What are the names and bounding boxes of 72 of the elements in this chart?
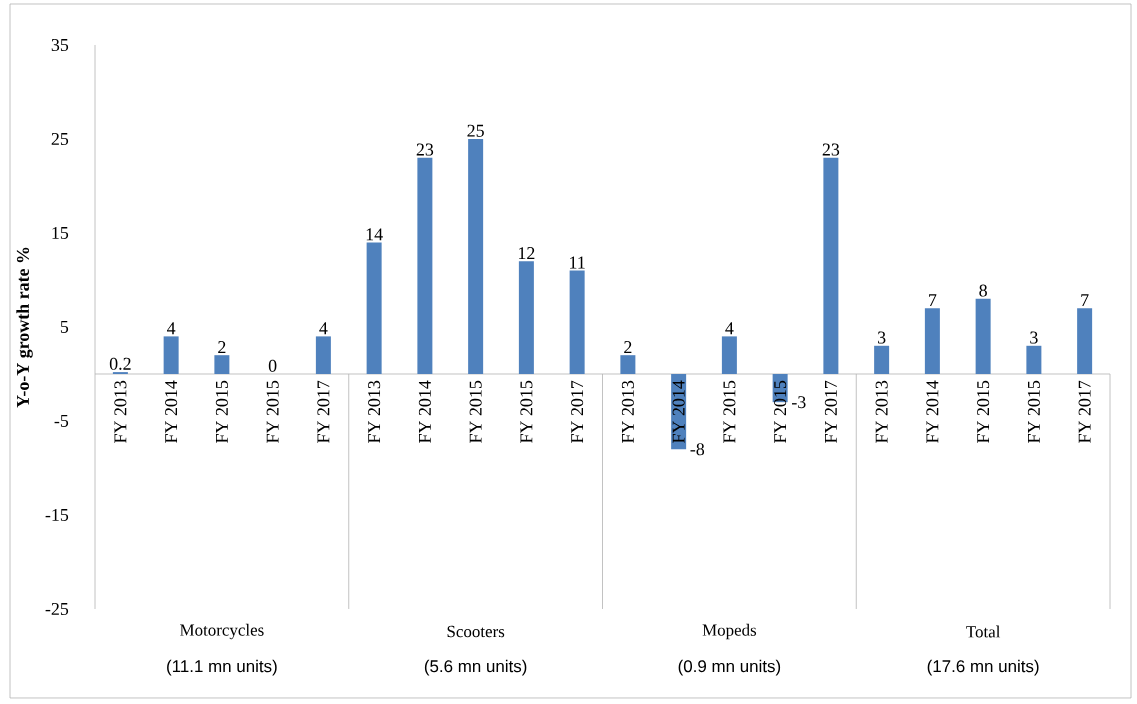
bar (823, 157, 839, 374)
x-tick-label: FY 2013 (621, 380, 634, 443)
x-tick-label: FY 2014 (926, 380, 939, 443)
data-label: 25 (467, 124, 484, 137)
bar (620, 355, 636, 374)
data-label: 23 (822, 143, 840, 156)
text: Mopeds (702, 623, 757, 640)
data-label: 2 (624, 341, 632, 353)
data-label: 2 (218, 341, 226, 353)
x-tick-label: FY 2017 (1078, 380, 1091, 443)
data-label: 0 (268, 359, 277, 372)
x-tick-label: FY 2014 (165, 380, 178, 443)
data-label: -3 (792, 396, 806, 409)
bar (468, 138, 484, 374)
bar (874, 345, 890, 374)
data-label: 3 (1030, 331, 1038, 344)
data-label: 4 (319, 322, 328, 335)
data-label: -8 (690, 443, 705, 456)
bar (417, 157, 433, 374)
x-tick-label: FY 2014 (672, 380, 685, 443)
text: (17.6 mn units) (927, 659, 1039, 676)
bar (366, 242, 382, 374)
data-label: 8 (979, 284, 987, 297)
x-tick-label: FY 2015 (977, 380, 990, 443)
x-tick-label: FY 2015 (774, 380, 787, 443)
y-tick-label: 25 (51, 132, 69, 146)
data-label: 3 (878, 331, 886, 344)
x-tick-label: FY 2013 (875, 380, 888, 443)
data-label: 4 (166, 322, 176, 335)
y-tick-label: -25 (45, 602, 69, 616)
x-tick-label: FY 2014 (418, 380, 431, 443)
bar (569, 270, 585, 374)
y-tick-label: 5 (60, 321, 69, 333)
y-tick-label: -5 (54, 415, 69, 427)
data-label: 12 (518, 247, 535, 259)
y-tick-label: 35 (51, 38, 69, 52)
data-label: 7 (929, 294, 937, 306)
data-label: 7 (1081, 294, 1089, 306)
x-tick-label: FY 2015 (266, 380, 279, 443)
text: (0.9 mn units) (678, 659, 781, 676)
text: (11.1 mn units) (167, 659, 277, 676)
bar (214, 355, 230, 374)
x-tick-label: FY 2015 (1027, 380, 1040, 443)
data-label: 14 (366, 228, 383, 241)
data-label: 23 (416, 143, 434, 156)
bar (1026, 345, 1042, 374)
y-tick-label: -15 (45, 508, 69, 521)
x-tick-label: FY 2017 (824, 380, 837, 443)
x-tick-label: FY 2015 (723, 380, 736, 443)
bar (518, 261, 534, 374)
bar (1077, 308, 1093, 374)
y-axis-title: Y-o-Y growth rate % (16, 247, 33, 408)
data-label: 0.2 (109, 357, 131, 370)
x-tick-label: FY 2013 (114, 380, 127, 443)
text: Motorcycles (180, 623, 264, 640)
bar (315, 336, 331, 374)
text: Total (966, 625, 1001, 638)
x-tick-label: FY 2013 (368, 380, 381, 443)
text: (5.6 mn units) (424, 659, 527, 676)
x-tick-label: FY 2015 (520, 380, 533, 443)
x-tick-label: FY 2017 (571, 380, 584, 443)
bar (975, 298, 991, 374)
x-tick-label: FY 2015 (215, 380, 228, 443)
x-tick-label: FY 2015 (469, 380, 482, 443)
bar (163, 336, 179, 374)
bar (721, 336, 737, 374)
x-tick-label: FY 2017 (317, 380, 330, 443)
data-label: 4 (725, 322, 734, 335)
text: Scooters (447, 625, 505, 638)
bar (924, 308, 940, 374)
data-label: 11 (570, 256, 585, 269)
y-tick-label: 15 (52, 226, 69, 239)
